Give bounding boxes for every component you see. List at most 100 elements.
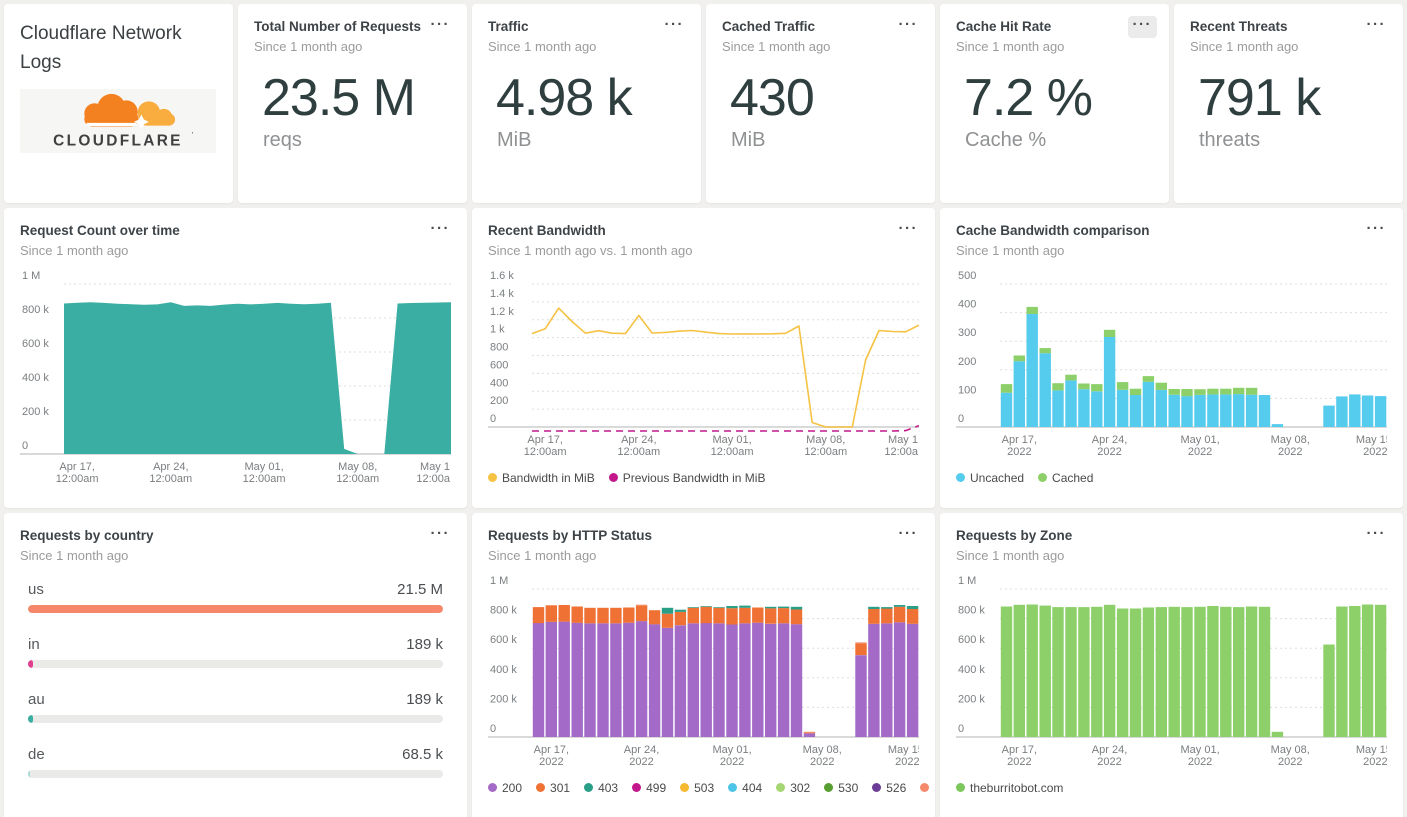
country-row: us 21.5 M <box>28 581 443 613</box>
country-value: 189 k <box>406 635 443 653</box>
legend-item[interactable]: 403 <box>584 781 618 795</box>
svg-text:400 k: 400 k <box>490 663 517 675</box>
stat-unit: reqs <box>263 128 302 151</box>
svg-text:12:00am: 12:00am <box>336 473 379 485</box>
svg-text:0: 0 <box>958 723 964 735</box>
stat-value: 23.5 M <box>262 68 416 127</box>
svg-text:300: 300 <box>958 327 976 339</box>
svg-text:12:00am: 12:00am <box>524 446 567 458</box>
svg-text:2022: 2022 <box>1097 756 1121 768</box>
legend-item[interactable]: 503 <box>680 781 714 795</box>
svg-text:Apr 17,: Apr 17, <box>527 434 562 446</box>
svg-text:Apr 24,: Apr 24, <box>621 434 656 446</box>
svg-text:200 k: 200 k <box>490 693 517 705</box>
svg-text:May 15,: May 15, <box>1356 744 1387 756</box>
svg-text:May 08,: May 08, <box>1271 744 1310 756</box>
panel-title: Total Number of Requests <box>254 19 422 34</box>
svg-text:Apr 24,: Apr 24, <box>1092 744 1127 756</box>
svg-text:2022: 2022 <box>1188 446 1212 458</box>
legend-item[interactable]: Previous Bandwidth in MiB <box>608 471 765 485</box>
more-menu-icon[interactable]: ··· <box>894 525 924 547</box>
legend-dot-icon <box>872 783 882 793</box>
panel-traffic: Traffic Since 1 month ago ··· 4.98 k MiB <box>472 4 701 203</box>
more-menu-icon[interactable]: ··· <box>426 525 456 547</box>
svg-text:400: 400 <box>490 377 508 389</box>
legend-item[interactable]: 404 <box>728 781 762 795</box>
panel-requests-by-zone: Requests by Zone Since 1 month ago ··· 1… <box>940 513 1403 817</box>
country-row: au 189 k <box>28 691 443 723</box>
svg-text:200: 200 <box>958 355 976 367</box>
panel-subtitle: Since 1 month ago <box>254 38 363 54</box>
country-code: in <box>28 635 40 653</box>
svg-text:Apr 17,: Apr 17, <box>1002 744 1037 756</box>
more-menu-icon[interactable]: ··· <box>1362 16 1392 38</box>
svg-text:400 k: 400 k <box>22 372 49 384</box>
more-menu-icon[interactable]: ··· <box>1362 525 1392 547</box>
svg-text:600 k: 600 k <box>22 338 49 350</box>
more-menu-icon[interactable]: ··· <box>426 16 456 38</box>
country-row: in 189 k <box>28 636 443 668</box>
legend-item[interactable]: Bandwidth in MiB <box>488 471 595 485</box>
country-bar-fill <box>28 604 443 613</box>
country-list: us 21.5 M in 189 k au 189 k de 68.5 k <box>28 581 443 778</box>
legend-item[interactable]: 524 <box>920 781 935 795</box>
legend-dot-icon <box>536 783 546 793</box>
more-menu-icon[interactable]: ··· <box>894 220 924 242</box>
cloudflare-cloud-back <box>137 101 176 126</box>
panel-recent-threats: Recent Threats Since 1 month ago ··· 791… <box>1174 4 1403 203</box>
more-menu-icon[interactable]: ··· <box>1362 220 1392 242</box>
legend-item[interactable]: 200 <box>488 781 522 795</box>
panel-subtitle: Since 1 month ago <box>956 242 1065 258</box>
legend-item[interactable]: 301 <box>536 781 570 795</box>
panel-subtitle: Since 1 month ago <box>956 38 1065 54</box>
svg-text:2022: 2022 <box>629 756 653 768</box>
svg-text:Apr 24,: Apr 24, <box>153 461 188 473</box>
legend-dot-icon <box>608 473 618 483</box>
country-bar-fill <box>28 714 33 723</box>
svg-text:12:00am: 12:00am <box>711 446 754 458</box>
cloudflare-cloud-front <box>84 93 139 127</box>
legend-item[interactable]: 302 <box>776 781 810 795</box>
country-code: de <box>28 745 45 763</box>
cloud-swoosh <box>86 122 137 127</box>
legend-item[interactable]: Uncached <box>956 471 1024 485</box>
legend-item[interactable]: theburritobot.com <box>956 781 1063 795</box>
svg-text:12:00am: 12:00am <box>617 446 660 458</box>
svg-text:400: 400 <box>958 298 976 310</box>
panel-subtitle: Since 1 month ago vs. 1 month ago <box>488 242 693 258</box>
more-menu-icon[interactable]: ··· <box>426 220 456 242</box>
more-menu-icon[interactable]: ··· <box>894 16 924 38</box>
svg-text:600 k: 600 k <box>490 634 517 646</box>
svg-text:Apr 17,: Apr 17, <box>534 744 569 756</box>
svg-text:May 08,: May 08, <box>338 461 377 473</box>
svg-text:2022: 2022 <box>1278 756 1302 768</box>
panel-request-count: Request Count over time Since 1 month ag… <box>4 208 467 508</box>
legend-dot-icon <box>632 783 642 793</box>
legend-item[interactable]: 530 <box>824 781 858 795</box>
more-menu-icon[interactable]: ··· <box>660 16 690 38</box>
svg-text:200 k: 200 k <box>22 406 49 418</box>
svg-text:1.2 k: 1.2 k <box>490 305 514 317</box>
country-code: au <box>28 690 45 708</box>
legend-label: 302 <box>790 780 811 795</box>
legend-item[interactable]: 526 <box>872 781 906 795</box>
legend-item[interactable]: 499 <box>632 781 666 795</box>
legend-dot-icon <box>680 783 690 793</box>
chart-legend: Uncached Cached <box>956 471 1387 485</box>
legend-label: Bandwidth in MiB <box>502 470 595 485</box>
svg-text:May 01,: May 01, <box>713 434 752 446</box>
country-bar-track <box>28 769 443 778</box>
legend-dot-icon <box>956 783 965 793</box>
more-menu-icon[interactable]: ··· <box>1127 16 1157 38</box>
svg-text:12:00am: 12:00am <box>149 473 192 485</box>
legend-item[interactable]: Cached <box>1038 471 1093 485</box>
svg-text:May 1: May 1 <box>888 434 918 446</box>
svg-text:2022: 2022 <box>1007 446 1031 458</box>
legend-label: 200 <box>502 780 523 795</box>
svg-text:800 k: 800 k <box>22 304 49 316</box>
